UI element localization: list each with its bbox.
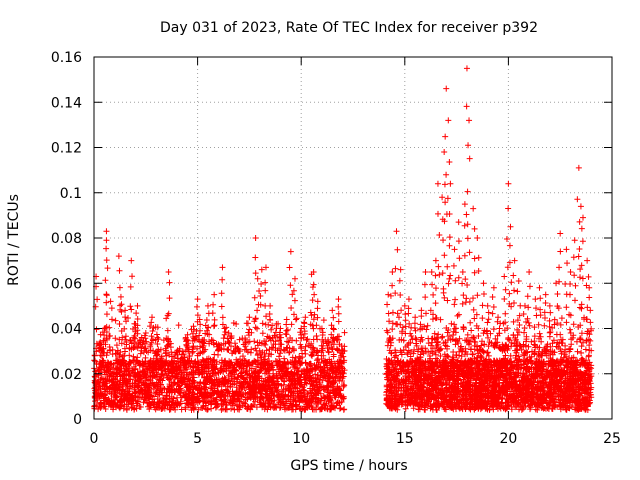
roti-markers	[91, 65, 595, 413]
y-tick-label: 0	[73, 412, 82, 428]
x-axis-label: GPS time / hours	[290, 458, 407, 474]
y-tick-label: 0.16	[51, 50, 82, 66]
y-tick-label: 0.1	[60, 186, 82, 202]
y-tick-label: 0.02	[51, 367, 82, 383]
chart-title: Day 031 of 2023, Rate Of TEC Index for r…	[160, 20, 538, 36]
x-tick-label: 0	[90, 431, 99, 447]
x-tick-label: 5	[193, 431, 202, 447]
grid-lines	[94, 57, 612, 419]
y-tick-label: 0.08	[51, 231, 82, 247]
axis-ticks: 0 5 10 15 20 25 0 0.02 0.04 0.06 0.08 0.1 0.12 0.14 0.…	[51, 50, 621, 447]
y-tick-label: 0.04	[51, 322, 82, 338]
y-tick-label: 0.06	[51, 276, 82, 292]
data-points	[91, 65, 595, 413]
y-axis-label: ROTI / TECUs	[6, 194, 22, 286]
x-tick-label: 15	[396, 431, 414, 447]
x-tick-label: 25	[603, 431, 621, 447]
y-tick-label: 0.12	[51, 141, 82, 157]
x-tick-label: 20	[499, 431, 517, 447]
x-tick-label: 10	[292, 431, 310, 447]
y-tick-label: 0.14	[51, 95, 82, 111]
